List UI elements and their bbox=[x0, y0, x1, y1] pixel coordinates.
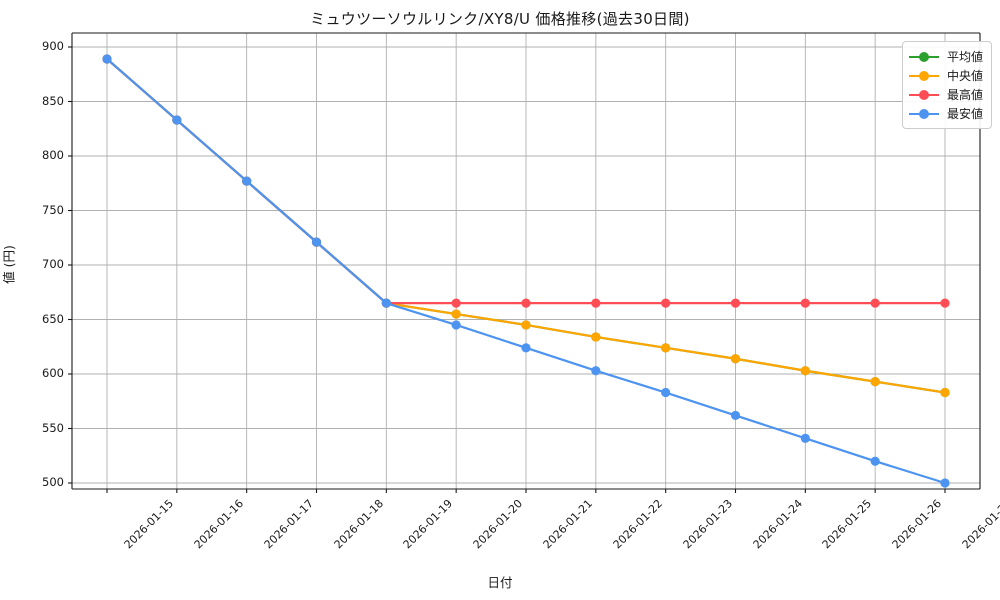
y-tick-label: 600 bbox=[42, 366, 64, 380]
legend-label: 最安値 bbox=[946, 107, 983, 121]
y-tick-label: 850 bbox=[42, 93, 64, 108]
legend-item-0[interactable]: 平均値 bbox=[908, 47, 983, 66]
legend-item-2[interactable]: 最高値 bbox=[908, 85, 983, 104]
y-tick-label: 650 bbox=[42, 311, 64, 326]
chart-title: ミュウツーソウルリンク/XY8/U 価格推移(過去30日間) bbox=[310, 10, 690, 28]
legend-marker-icon bbox=[908, 88, 939, 102]
legend-marker-icon bbox=[908, 50, 939, 64]
legend-marker-icon bbox=[908, 69, 939, 83]
legend-item-1[interactable]: 中央値 bbox=[908, 66, 983, 85]
y-axis-title: 値 (円) bbox=[1, 245, 17, 284]
y-tick-label: 800 bbox=[42, 148, 64, 162]
legend-marker-icon bbox=[908, 107, 939, 121]
y-tick-label: 900 bbox=[42, 39, 64, 53]
legend-item-3[interactable]: 最安値 bbox=[908, 104, 983, 123]
y-tick-label: 550 bbox=[42, 420, 64, 435]
x-axis-title: 日付 bbox=[487, 575, 513, 590]
grid-lines bbox=[72, 33, 980, 489]
legend-label: 最高値 bbox=[946, 88, 983, 102]
y-tick-label: 700 bbox=[42, 257, 64, 271]
chart-legend: 平均値中央値最高値最安値 bbox=[901, 41, 992, 129]
axis-tick-marks bbox=[68, 46, 946, 493]
series-3 bbox=[102, 54, 950, 488]
legend-label: 平均値 bbox=[946, 50, 983, 64]
y-tick-label: 750 bbox=[42, 202, 64, 217]
y-tick-label: 500 bbox=[42, 475, 64, 489]
legend-label: 中央値 bbox=[946, 69, 983, 83]
